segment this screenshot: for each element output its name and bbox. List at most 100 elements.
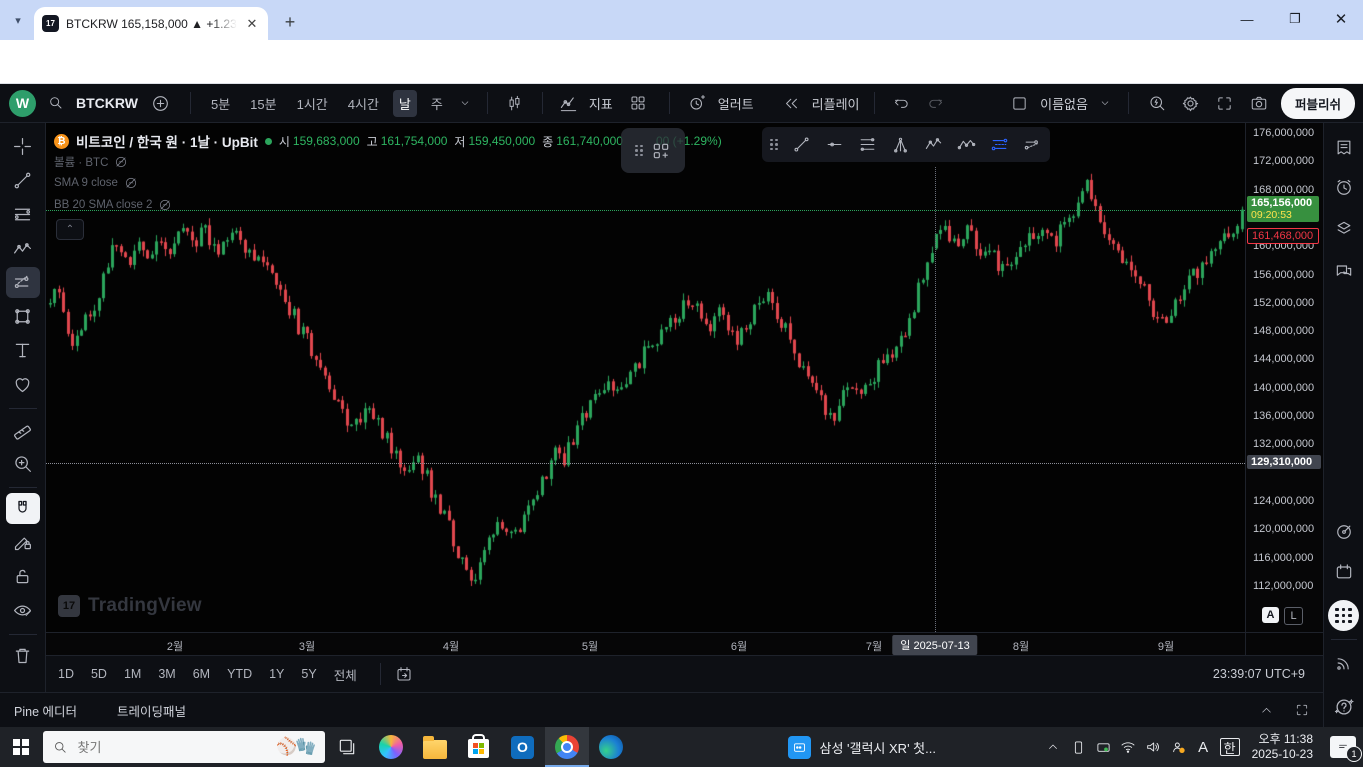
chart-style-candles-icon[interactable] bbox=[502, 95, 528, 112]
tf-15m[interactable]: 15분 bbox=[250, 96, 277, 112]
fib-retracement-tool-icon[interactable] bbox=[6, 199, 40, 230]
range-6m[interactable]: 6M bbox=[192, 667, 211, 681]
emoji-tool-icon[interactable] bbox=[6, 369, 40, 400]
drag-handle-icon[interactable] bbox=[770, 138, 778, 151]
range-1d[interactable]: 1D bbox=[58, 667, 74, 681]
lock-drawings-icon[interactable] bbox=[6, 561, 40, 592]
tf-chevron-down-icon[interactable] bbox=[457, 98, 473, 108]
redo-icon[interactable] bbox=[923, 95, 949, 112]
replay-icon[interactable] bbox=[780, 95, 804, 112]
add-object-grid-icon[interactable] bbox=[651, 141, 671, 161]
tray-volume-icon[interactable] bbox=[1141, 727, 1166, 767]
outlook-icon[interactable]: O bbox=[501, 727, 545, 767]
trend-line-tool-icon[interactable] bbox=[6, 165, 40, 196]
range-1y[interactable]: 1Y bbox=[269, 667, 285, 681]
panel-expand-chevron-icon[interactable] bbox=[1260, 704, 1273, 717]
crosshair-tool-icon[interactable] bbox=[6, 131, 40, 162]
tab-close-icon[interactable]: ✕ bbox=[246, 15, 258, 31]
copilot-icon[interactable] bbox=[369, 727, 413, 767]
chat-icon[interactable] bbox=[1328, 255, 1359, 286]
zoom-in-tool-icon[interactable] bbox=[6, 448, 40, 479]
start-button[interactable] bbox=[13, 739, 29, 755]
tf-4h[interactable]: 4시간 bbox=[347, 96, 379, 112]
range-3m[interactable]: 3M bbox=[158, 667, 176, 681]
notification-center-icon[interactable]: 1 bbox=[1323, 727, 1363, 767]
pine-editor-tab[interactable]: Pine 에디터 bbox=[14, 704, 77, 719]
eye-hidden-icon[interactable] bbox=[124, 176, 138, 190]
candlestick-canvas[interactable] bbox=[46, 123, 1245, 632]
floating-favorites-widget[interactable] bbox=[621, 128, 685, 173]
auto-scale-button[interactable]: A bbox=[1262, 607, 1279, 623]
alert-clock-icon[interactable] bbox=[684, 94, 710, 112]
symbol-search-icon[interactable] bbox=[44, 95, 68, 111]
chart-pane[interactable]: ₿ 비트코인 / 한국 원 · 1날 · UpBit 시 159,683,000… bbox=[46, 123, 1245, 632]
apps-menu-icon[interactable] bbox=[1328, 600, 1359, 631]
fav-horizontal-ray-icon[interactable] bbox=[825, 135, 844, 154]
drag-handle-icon[interactable] bbox=[635, 144, 643, 157]
edge-icon[interactable] bbox=[589, 727, 633, 767]
tf-1w[interactable]: 주 bbox=[430, 96, 443, 112]
tray-teams-icon[interactable] bbox=[1166, 727, 1191, 767]
layout-icon[interactable] bbox=[1008, 95, 1030, 112]
favorite-drawings-toolbar[interactable] bbox=[762, 127, 1050, 162]
ideas-target-icon[interactable] bbox=[1328, 516, 1359, 547]
horizontal-level-line[interactable] bbox=[46, 463, 1245, 465]
file-explorer-icon[interactable] bbox=[413, 727, 457, 767]
new-tab-button[interactable]: + bbox=[284, 11, 296, 32]
time-axis[interactable]: 2월 3월 4월 5월 6월 7월 8월 9월 일 2025-07-13 bbox=[46, 632, 1245, 655]
widgets-area[interactable]: 삼성 '갤럭시 XR' 첫... bbox=[787, 735, 936, 759]
session-clock[interactable]: 23:39:07 UTC+9 bbox=[1212, 667, 1305, 681]
tf-1h[interactable]: 1시간 bbox=[296, 96, 328, 112]
publish-button[interactable]: 퍼블리쉬 bbox=[1280, 87, 1355, 119]
quick-search-icon[interactable] bbox=[1145, 94, 1169, 112]
panel-maximize-icon[interactable] bbox=[1295, 703, 1309, 717]
layout-chevron-icon[interactable] bbox=[1098, 98, 1112, 108]
symbol-button[interactable]: BTCKRW bbox=[76, 95, 138, 111]
task-view-icon[interactable] bbox=[325, 727, 369, 767]
text-tool-icon[interactable] bbox=[6, 335, 40, 366]
replay-label[interactable]: 리플레이 bbox=[811, 96, 860, 112]
remove-drawings-trash-icon[interactable] bbox=[6, 640, 40, 671]
layout-name[interactable]: 이름없음 bbox=[1040, 96, 1088, 112]
microsoft-store-icon[interactable] bbox=[457, 727, 501, 767]
fav-forecast-icon[interactable] bbox=[1023, 135, 1042, 154]
fullscreen-icon[interactable] bbox=[1213, 95, 1237, 112]
settings-gear-icon[interactable] bbox=[1179, 94, 1203, 113]
fav-xabcd-pattern-icon[interactable] bbox=[957, 135, 976, 154]
watchlist-icon[interactable] bbox=[1328, 132, 1359, 163]
log-scale-button[interactable]: L bbox=[1284, 607, 1303, 625]
snapshot-camera-icon[interactable] bbox=[1247, 94, 1271, 112]
legend-collapse-button[interactable]: ⌃ bbox=[56, 219, 84, 240]
range-5y[interactable]: 5Y bbox=[301, 667, 317, 681]
alert-label[interactable]: 얼러트 bbox=[717, 96, 754, 112]
compare-add-icon[interactable] bbox=[146, 94, 176, 113]
shapes-tool-icon[interactable] bbox=[6, 301, 40, 332]
undo-icon[interactable] bbox=[889, 95, 915, 112]
taskbar-search[interactable]: ⚾🧤 bbox=[42, 731, 325, 763]
legend-title[interactable]: 비트코인 / 한국 원 · 1날 · UpBit bbox=[76, 135, 258, 150]
fav-fib-icon[interactable] bbox=[858, 135, 877, 154]
fav-pitchfork-icon[interactable] bbox=[891, 135, 910, 154]
range-5d[interactable]: 5D bbox=[90, 667, 107, 681]
drawing-mode-tool-icon[interactable] bbox=[6, 527, 40, 558]
fav-regression-trend-icon-selected[interactable] bbox=[990, 135, 1009, 154]
streams-signal-icon[interactable] bbox=[1328, 647, 1359, 678]
magnet-tool-icon-active[interactable] bbox=[5, 493, 40, 524]
window-minimize-button[interactable]: — bbox=[1240, 11, 1254, 27]
price-axis[interactable]: 176,000,000 172,000,000 168,000,000 160,000… bbox=[1245, 123, 1323, 644]
tray-expand-chevron-icon[interactable] bbox=[1041, 727, 1066, 767]
legend-row-sma[interactable]: SMA 9 close bbox=[54, 176, 138, 190]
legend-row-volume[interactable]: 볼륨 · BTC bbox=[54, 154, 128, 170]
window-close-button[interactable]: ✕ bbox=[1334, 11, 1348, 28]
object-tree-icon[interactable] bbox=[1328, 213, 1359, 244]
indicators-label[interactable]: 지표 bbox=[588, 96, 613, 112]
range-all[interactable]: 전체 bbox=[333, 668, 357, 683]
indicator-templates-icon[interactable] bbox=[621, 94, 655, 112]
eye-hidden-icon[interactable] bbox=[158, 198, 172, 212]
trading-panel-tab[interactable]: 트레이딩패널 bbox=[117, 704, 187, 719]
calendar-icon[interactable] bbox=[1328, 556, 1359, 587]
hide-drawings-icon[interactable] bbox=[6, 595, 40, 626]
alerts-icon[interactable] bbox=[1328, 172, 1359, 203]
range-ytd[interactable]: YTD bbox=[227, 667, 253, 681]
fav-trend-line-icon[interactable] bbox=[792, 135, 811, 154]
